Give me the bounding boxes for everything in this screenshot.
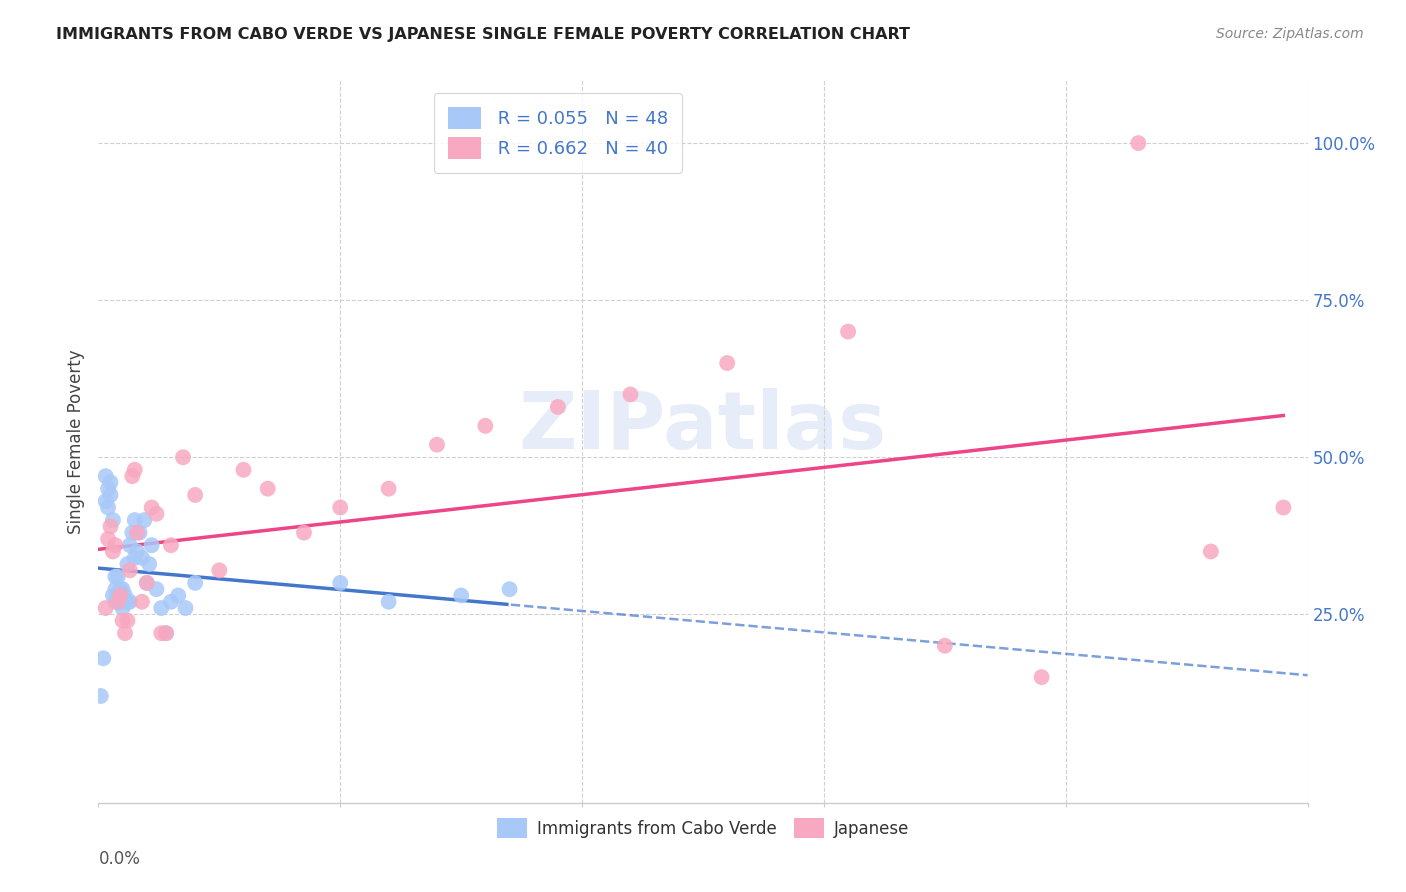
Point	[114, 626, 136, 640]
Point	[377, 595, 399, 609]
Y-axis label: Single Female Poverty: Single Female Poverty	[66, 350, 84, 533]
Text: Source: ZipAtlas.com: Source: ZipAtlas.com	[1216, 27, 1364, 41]
Point	[114, 589, 136, 603]
Point	[111, 595, 134, 609]
Point	[135, 575, 157, 590]
Point	[127, 544, 149, 558]
Point	[160, 538, 183, 552]
Point	[141, 500, 163, 515]
Point	[111, 601, 134, 615]
Point	[619, 387, 641, 401]
Point	[150, 601, 173, 615]
Point	[128, 525, 150, 540]
Point	[107, 569, 129, 583]
Point	[107, 589, 129, 603]
Point	[292, 525, 315, 540]
Point	[101, 544, 124, 558]
Point	[118, 538, 141, 552]
Point	[111, 582, 134, 597]
Point	[97, 532, 120, 546]
Text: 0.0%: 0.0%	[98, 850, 141, 868]
Point	[474, 418, 496, 433]
Point	[1272, 500, 1295, 515]
Point	[160, 595, 183, 609]
Point	[329, 500, 352, 515]
Point	[90, 689, 112, 703]
Point	[94, 469, 117, 483]
Point	[107, 595, 129, 609]
Point	[134, 513, 156, 527]
Point	[108, 595, 131, 609]
Point	[97, 482, 120, 496]
Point	[150, 626, 173, 640]
Point	[124, 550, 146, 565]
Point	[184, 488, 207, 502]
Point	[716, 356, 738, 370]
Point	[117, 595, 139, 609]
Point	[97, 500, 120, 515]
Point	[118, 563, 141, 577]
Point	[94, 494, 117, 508]
Text: ZIPatlas: ZIPatlas	[519, 388, 887, 467]
Point	[498, 582, 520, 597]
Point	[101, 513, 124, 527]
Legend: Immigrants from Cabo Verde, Japanese: Immigrants from Cabo Verde, Japanese	[491, 812, 915, 845]
Point	[131, 550, 153, 565]
Point	[232, 463, 254, 477]
Point	[1199, 544, 1222, 558]
Point	[114, 595, 136, 609]
Point	[100, 475, 122, 490]
Point	[547, 400, 569, 414]
Point	[124, 463, 146, 477]
Point	[104, 538, 127, 552]
Point	[155, 626, 177, 640]
Point	[94, 601, 117, 615]
Point	[837, 325, 859, 339]
Point	[108, 582, 131, 597]
Point	[118, 595, 141, 609]
Point	[111, 614, 134, 628]
Point	[104, 595, 127, 609]
Point	[145, 507, 167, 521]
Point	[138, 557, 160, 571]
Point	[155, 626, 177, 640]
Point	[104, 569, 127, 583]
Point	[1031, 670, 1053, 684]
Point	[104, 582, 127, 597]
Point	[329, 575, 352, 590]
Point	[172, 450, 194, 465]
Point	[117, 557, 139, 571]
Point	[256, 482, 278, 496]
Point	[100, 519, 122, 533]
Point	[141, 538, 163, 552]
Point	[145, 582, 167, 597]
Point	[131, 595, 153, 609]
Point	[167, 589, 190, 603]
Point	[124, 513, 146, 527]
Text: IMMIGRANTS FROM CABO VERDE VS JAPANESE SINGLE FEMALE POVERTY CORRELATION CHART: IMMIGRANTS FROM CABO VERDE VS JAPANESE S…	[56, 27, 910, 42]
Point	[377, 482, 399, 496]
Point	[101, 589, 124, 603]
Point	[121, 469, 143, 483]
Point	[426, 438, 449, 452]
Point	[135, 575, 157, 590]
Point	[91, 651, 114, 665]
Point	[1128, 136, 1150, 150]
Point	[208, 563, 231, 577]
Point	[934, 639, 956, 653]
Point	[107, 595, 129, 609]
Point	[127, 525, 149, 540]
Point	[117, 614, 139, 628]
Point	[121, 525, 143, 540]
Point	[174, 601, 197, 615]
Point	[184, 575, 207, 590]
Point	[450, 589, 472, 603]
Point	[100, 488, 122, 502]
Point	[108, 589, 131, 603]
